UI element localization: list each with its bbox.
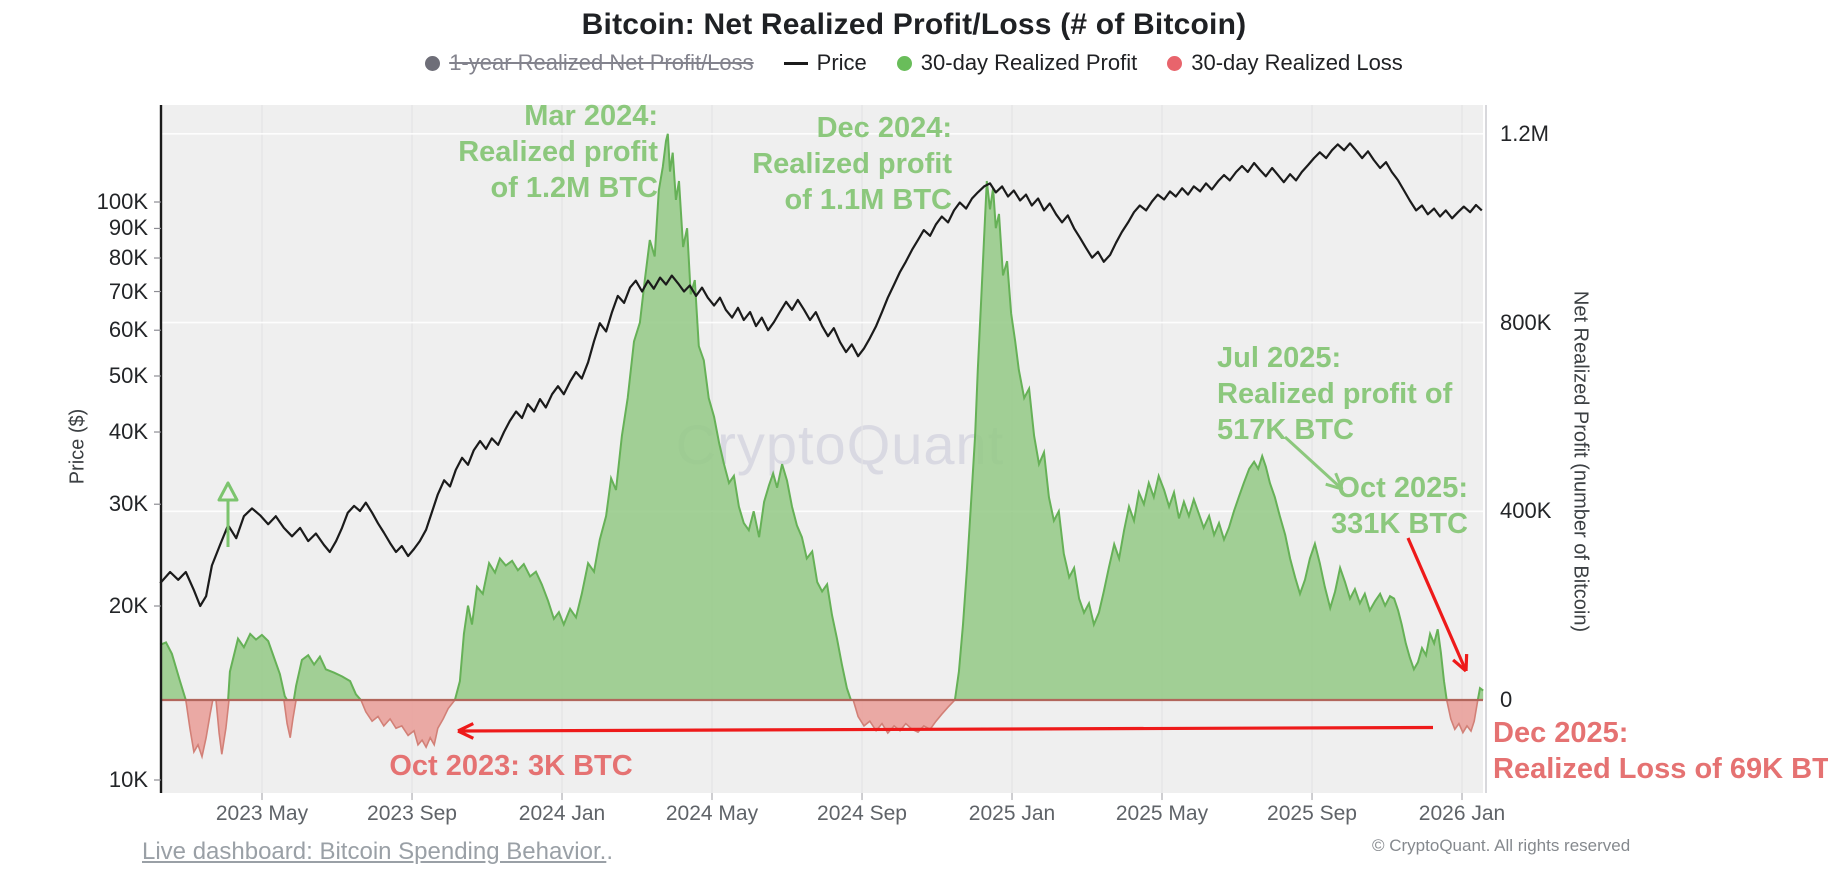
x-axis-tick-label: 2024 May <box>665 802 759 825</box>
green-up-arrow-head <box>217 481 239 502</box>
left-axis-tick-label: 70K <box>108 278 148 304</box>
legend-label: Price <box>816 50 867 75</box>
legend-item-price[interactable]: Price <box>783 50 867 76</box>
right-axis-tick-label: 800K <box>1500 309 1552 335</box>
left-axis-title: Price ($) <box>66 408 89 485</box>
red-arrow-oct-2023-head <box>457 722 474 733</box>
cryptoquant-watermark: CryptoQuant <box>675 413 1005 476</box>
x-axis-tick-label: 2026 Jan <box>1418 802 1506 825</box>
annotation-oct-2025: Oct 2025: 331K BTC <box>1331 472 1468 540</box>
left-axis-tick-label: 50K <box>108 362 148 388</box>
right-axis-tick-label: 1.2M <box>1500 120 1549 146</box>
x-axis-tick-label: 2024 Jan <box>518 802 606 825</box>
x-axis-tick-label: 2025 Sep <box>1267 802 1357 825</box>
red-dot-icon <box>1167 55 1183 71</box>
x-axis-tick-label: 2025 May <box>1115 802 1209 825</box>
green-arrow-jul-to-oct-2025-head <box>1334 472 1344 490</box>
left-axis-tick-label: 40K <box>108 419 148 444</box>
right-axis-tick-label: 0 <box>1500 687 1513 712</box>
left-axis-tick-label: 30K <box>108 491 148 517</box>
right-axis-title: Net Realized Profit (number of Bitcoin) <box>1569 290 1592 633</box>
legend-item-realized-loss[interactable]: 30-day Realized Loss <box>1167 50 1403 76</box>
line-marker-icon <box>783 61 808 65</box>
price-line <box>159 142 1483 608</box>
red-arrow-dec-2025 <box>1406 537 1468 672</box>
x-axis-tick-label: 2023 May <box>215 802 309 825</box>
legend-item-net-profit-loss[interactable]: 1-year Realized Net Profit/Loss <box>425 50 754 76</box>
realized-loss-outline <box>185 699 1479 760</box>
green-arrow-jul-to-oct-2025-head <box>1325 482 1343 491</box>
realized-profit-outline <box>159 133 1484 701</box>
annotation-dec-2025: Dec 2025: Realized Loss of 69K BTC <box>1493 717 1828 785</box>
chart-legend: 1-year Realized Net Profit/Loss Price 30… <box>0 50 1828 76</box>
red-arrow-dec-2025-head <box>1464 653 1469 672</box>
legend-label: 30-day Realized Profit <box>920 50 1138 75</box>
legend-label: 1-year Realized Net Profit/Loss <box>449 50 754 75</box>
left-axis-tick-label: 60K <box>108 317 148 343</box>
right-axis-tick-label: 400K <box>1500 498 1552 524</box>
realized-profit-area <box>160 133 1484 701</box>
annotation-mar-2024: Mar 2024: Realized profit of 1.2M BTC <box>458 100 658 204</box>
red-arrow-dec-2025-head <box>1452 658 1468 673</box>
left-axis-tick-label: 80K <box>108 245 148 270</box>
annotation-jul-2025: Jul 2025: Realized profit of 517K BTC <box>1217 342 1453 446</box>
green-dot-icon <box>896 55 912 71</box>
link-suffix: . <box>606 838 613 865</box>
live-dashboard-link[interactable]: Live dashboard: Bitcoin Spending Behavio… <box>142 838 607 865</box>
gray-dot-icon <box>425 55 441 71</box>
legend-item-realized-profit[interactable]: 30-day Realized Profit <box>896 50 1138 76</box>
red-arrow-oct-2023-head <box>457 729 475 740</box>
left-axis-tick-label: 10K <box>108 767 148 792</box>
annotation-dec-2024: Dec 2024: Realized profit of 1.1M BTC <box>752 112 952 216</box>
left-axis-tick-label: 100K <box>96 189 148 214</box>
copyright-text: © CryptoQuant. All rights reserved <box>1372 836 1631 855</box>
left-axis-tick-label: 90K <box>108 215 148 241</box>
annotation-oct-2023: Oct 2023: 3K BTC <box>389 750 633 782</box>
x-axis-tick-label: 2023 Sep <box>367 802 457 825</box>
x-axis-tick-label: 2024 Sep <box>817 802 907 825</box>
left-axis-tick-label: 20K <box>108 593 148 618</box>
green-arrow-jul-to-oct-2025 <box>1283 435 1344 491</box>
page-title: Bitcoin: Net Realized Profit/Loss (# of … <box>581 8 1247 41</box>
live-dashboard-link-row: Live dashboard: Bitcoin Spending Behavio… <box>142 838 613 866</box>
red-arrow-oct-2023 <box>457 725 1434 733</box>
x-axis-tick-label: 2025 Jan <box>968 802 1056 825</box>
legend-label: 30-day Realized Loss <box>1191 50 1403 75</box>
